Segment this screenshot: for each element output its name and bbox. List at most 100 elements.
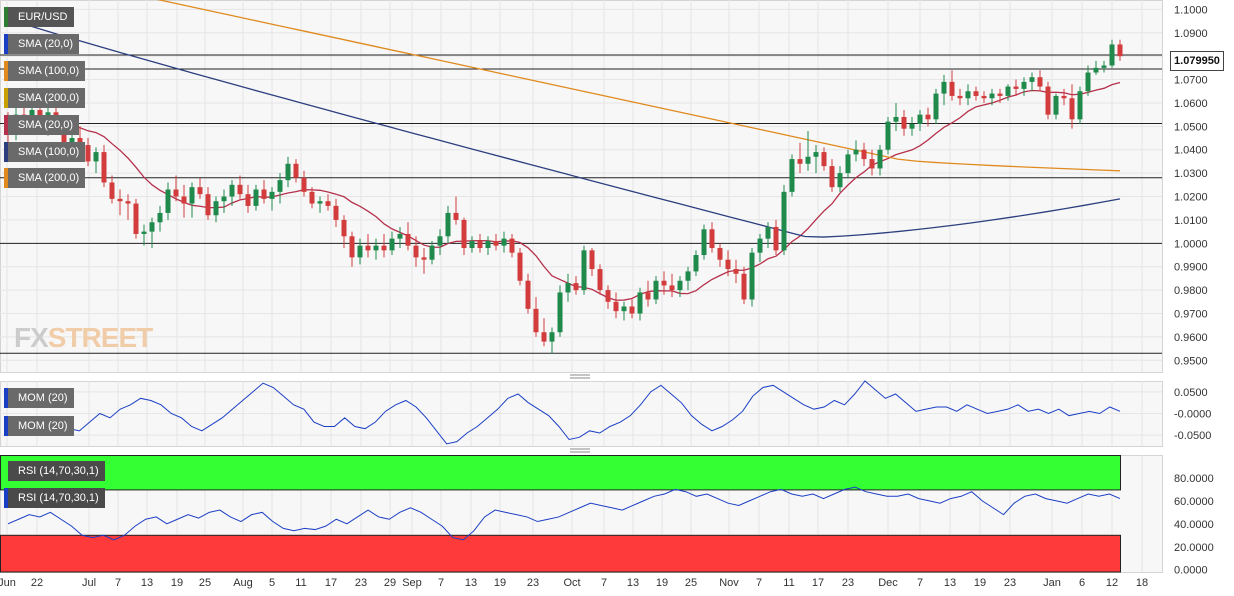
symbol-tag[interactable]: EUR/USD bbox=[4, 7, 74, 27]
price-tick-label: 1.0300 bbox=[1174, 168, 1208, 180]
candle-body bbox=[821, 152, 827, 167]
candle-body bbox=[981, 95, 987, 99]
candle-body bbox=[773, 226, 779, 251]
price-tick-label: 1.0700 bbox=[1174, 75, 1208, 87]
rsi-tag-second[interactable]: RSI (14,70,30,1) bbox=[4, 488, 105, 508]
price-tick-label: 1.0500 bbox=[1174, 121, 1208, 133]
candle-body bbox=[997, 93, 1003, 96]
candle-body bbox=[165, 189, 171, 213]
candle-body bbox=[917, 114, 923, 124]
candle-body bbox=[661, 280, 667, 286]
candle-body bbox=[1029, 77, 1035, 82]
sma20-tag[interactable]: SMA (20,0) bbox=[4, 34, 80, 54]
rsi-tick-label: 60.0000 bbox=[1174, 496, 1214, 508]
candle-body bbox=[373, 245, 379, 251]
candle-body bbox=[869, 159, 875, 169]
x-tick-label: 13 bbox=[944, 577, 956, 589]
candle-body bbox=[1069, 98, 1075, 120]
mom-tag[interactable]: MOM (20) bbox=[4, 388, 74, 408]
candle-body bbox=[405, 233, 411, 246]
x-tick-label: 19 bbox=[656, 577, 668, 589]
price-tick-label: 0.9600 bbox=[1174, 332, 1208, 344]
sma200-tag[interactable]: SMA (200,0) bbox=[4, 88, 86, 108]
candle-body bbox=[493, 240, 499, 246]
candle-body bbox=[1045, 86, 1051, 115]
candle-body bbox=[533, 308, 539, 333]
fxstreet-watermark: FXSTREET bbox=[14, 322, 153, 353]
sma200-tag-second[interactable]: SMA (200,0) bbox=[4, 168, 86, 188]
candle-body bbox=[933, 93, 939, 120]
candle-body bbox=[805, 156, 811, 164]
candle-body bbox=[229, 184, 235, 197]
x-tick-label: 22 bbox=[31, 577, 43, 589]
candle-body bbox=[965, 91, 971, 99]
candle-body bbox=[485, 240, 491, 248]
x-tick-label: 7 bbox=[601, 577, 607, 589]
last-price-badge: 1.079950 bbox=[1170, 51, 1224, 71]
candle-body bbox=[261, 189, 267, 199]
candle-body bbox=[309, 191, 315, 204]
x-tick-label: 25 bbox=[199, 577, 211, 589]
sma20-tag-second[interactable]: SMA (20,0) bbox=[4, 115, 80, 135]
candle-body bbox=[157, 212, 163, 223]
candle-body bbox=[701, 229, 707, 256]
rsi-tag[interactable]: RSI (14,70,30,1) bbox=[4, 461, 105, 481]
mom-tag-second[interactable]: MOM (20) bbox=[4, 416, 74, 436]
candle-body bbox=[149, 222, 155, 232]
rsi-overbought-zone bbox=[0, 455, 1121, 491]
candle-body bbox=[669, 285, 675, 291]
x-tick-label: 13 bbox=[627, 577, 639, 589]
candle-body bbox=[645, 292, 651, 300]
candle-body bbox=[1061, 95, 1067, 99]
x-tick-label: 7 bbox=[917, 577, 923, 589]
candle-body bbox=[941, 81, 947, 94]
rsi-series bbox=[7, 486, 1121, 541]
x-tick-label: 29 bbox=[384, 577, 396, 589]
candle-body bbox=[269, 191, 275, 199]
candle-body bbox=[365, 245, 371, 251]
sma100-tag-second[interactable]: SMA (100,0) bbox=[4, 142, 86, 162]
candle-body bbox=[677, 280, 683, 291]
sma100-line bbox=[7, 18, 1121, 238]
x-tick-label: 23 bbox=[842, 577, 854, 589]
x-tick-label: 13 bbox=[465, 577, 477, 589]
price-tick-label: 1.0000 bbox=[1174, 238, 1208, 250]
x-tick-label: 11 bbox=[295, 577, 306, 589]
candle-body bbox=[1021, 81, 1027, 89]
candle-body bbox=[1085, 72, 1091, 92]
candle-body bbox=[453, 212, 459, 220]
candle-body bbox=[717, 248, 723, 260]
candle-body bbox=[733, 269, 739, 274]
candle-body bbox=[973, 91, 979, 96]
candle-body bbox=[1037, 77, 1043, 87]
candle-body bbox=[765, 226, 771, 239]
candle-body bbox=[901, 116, 907, 129]
candle-body bbox=[109, 182, 115, 199]
x-tick-label: Jun bbox=[0, 577, 16, 589]
candle-body bbox=[885, 121, 891, 150]
candle-body bbox=[469, 240, 475, 248]
candle-body bbox=[381, 245, 387, 251]
candle-body bbox=[757, 238, 763, 253]
sma100-tag[interactable]: SMA (100,0) bbox=[4, 61, 86, 81]
candle-body bbox=[845, 154, 851, 174]
candle-body bbox=[1053, 95, 1059, 115]
candle-body bbox=[445, 212, 451, 237]
candle-body bbox=[277, 180, 283, 192]
rsi-tick-label: 0.0000 bbox=[1174, 565, 1208, 577]
candle-body bbox=[333, 205, 339, 220]
x-tick-label: Jul bbox=[82, 577, 96, 589]
x-tick-label: 25 bbox=[685, 577, 697, 589]
candle-body bbox=[1109, 44, 1115, 66]
x-tick-label: 18 bbox=[1136, 577, 1148, 589]
candle-body bbox=[117, 198, 123, 202]
x-tick-label: 6 bbox=[1079, 577, 1085, 589]
candle-body bbox=[317, 201, 323, 204]
candle-body bbox=[61, 131, 67, 148]
rsi-line bbox=[7, 486, 1121, 541]
candle-body bbox=[565, 283, 571, 293]
candle-body bbox=[237, 184, 243, 195]
candle-body bbox=[205, 194, 211, 216]
candle-body bbox=[581, 250, 587, 291]
